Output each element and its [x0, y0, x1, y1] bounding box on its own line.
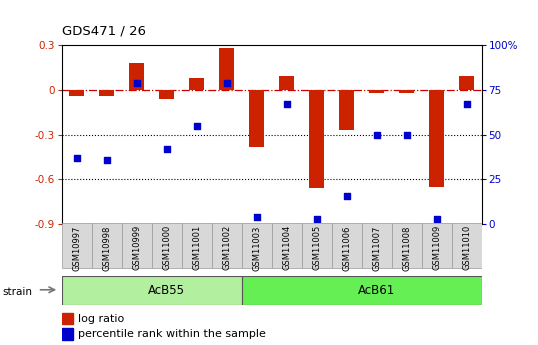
Bar: [62, 276, 242, 305]
Bar: [309, 90, 324, 188]
Bar: [69, 90, 84, 96]
Text: GSM11000: GSM11000: [162, 225, 171, 270]
Bar: [302, 223, 331, 268]
Point: [342, 193, 351, 198]
Text: GSM11003: GSM11003: [252, 225, 261, 270]
Text: GSM11004: GSM11004: [282, 225, 291, 270]
Bar: [339, 90, 354, 130]
Bar: [129, 63, 144, 90]
Bar: [92, 223, 122, 268]
Point: [193, 123, 201, 128]
Point: [402, 132, 411, 137]
Bar: [459, 76, 474, 90]
Bar: [189, 78, 204, 90]
Text: GSM11001: GSM11001: [192, 225, 201, 270]
Text: AcB61: AcB61: [358, 284, 395, 297]
Text: GSM11008: GSM11008: [402, 225, 411, 270]
Point: [282, 101, 291, 107]
Bar: [331, 223, 362, 268]
Text: GSM11005: GSM11005: [312, 225, 321, 270]
Bar: [122, 223, 152, 268]
Bar: [451, 223, 482, 268]
Text: GSM11009: GSM11009: [432, 225, 441, 270]
Bar: [242, 223, 272, 268]
Text: GSM10998: GSM10998: [102, 225, 111, 270]
Text: GSM11002: GSM11002: [222, 225, 231, 270]
Point: [372, 132, 381, 137]
Bar: [392, 223, 422, 268]
Point: [103, 157, 111, 162]
Bar: [212, 223, 242, 268]
Text: GSM11006: GSM11006: [342, 225, 351, 270]
Point: [462, 101, 471, 107]
Point: [313, 216, 321, 221]
Point: [222, 80, 231, 85]
Text: AcB55: AcB55: [148, 284, 185, 297]
Bar: [429, 90, 444, 187]
Bar: [152, 223, 182, 268]
Text: GSM11010: GSM11010: [462, 225, 471, 270]
Point: [73, 155, 81, 161]
Text: GDS471 / 26: GDS471 / 26: [62, 25, 146, 38]
Bar: [369, 90, 384, 93]
Bar: [182, 223, 212, 268]
Bar: [272, 223, 302, 268]
Bar: [249, 90, 264, 147]
Text: log ratio: log ratio: [78, 314, 124, 324]
Text: GSM10997: GSM10997: [72, 225, 81, 270]
Bar: [399, 90, 414, 93]
Bar: [100, 90, 114, 96]
Point: [432, 216, 441, 221]
Bar: [219, 48, 234, 90]
Point: [132, 80, 141, 85]
Bar: [62, 223, 92, 268]
Text: strain: strain: [3, 287, 33, 296]
Text: GSM10999: GSM10999: [132, 225, 141, 270]
Text: GSM11007: GSM11007: [372, 225, 381, 270]
Point: [162, 146, 171, 152]
Bar: [362, 223, 392, 268]
Bar: [62, 313, 73, 324]
Text: percentile rank within the sample: percentile rank within the sample: [78, 329, 266, 339]
Bar: [62, 328, 73, 340]
Bar: [242, 276, 482, 305]
Point: [252, 214, 261, 220]
Bar: [159, 90, 174, 99]
Bar: [279, 76, 294, 90]
Bar: [422, 223, 451, 268]
